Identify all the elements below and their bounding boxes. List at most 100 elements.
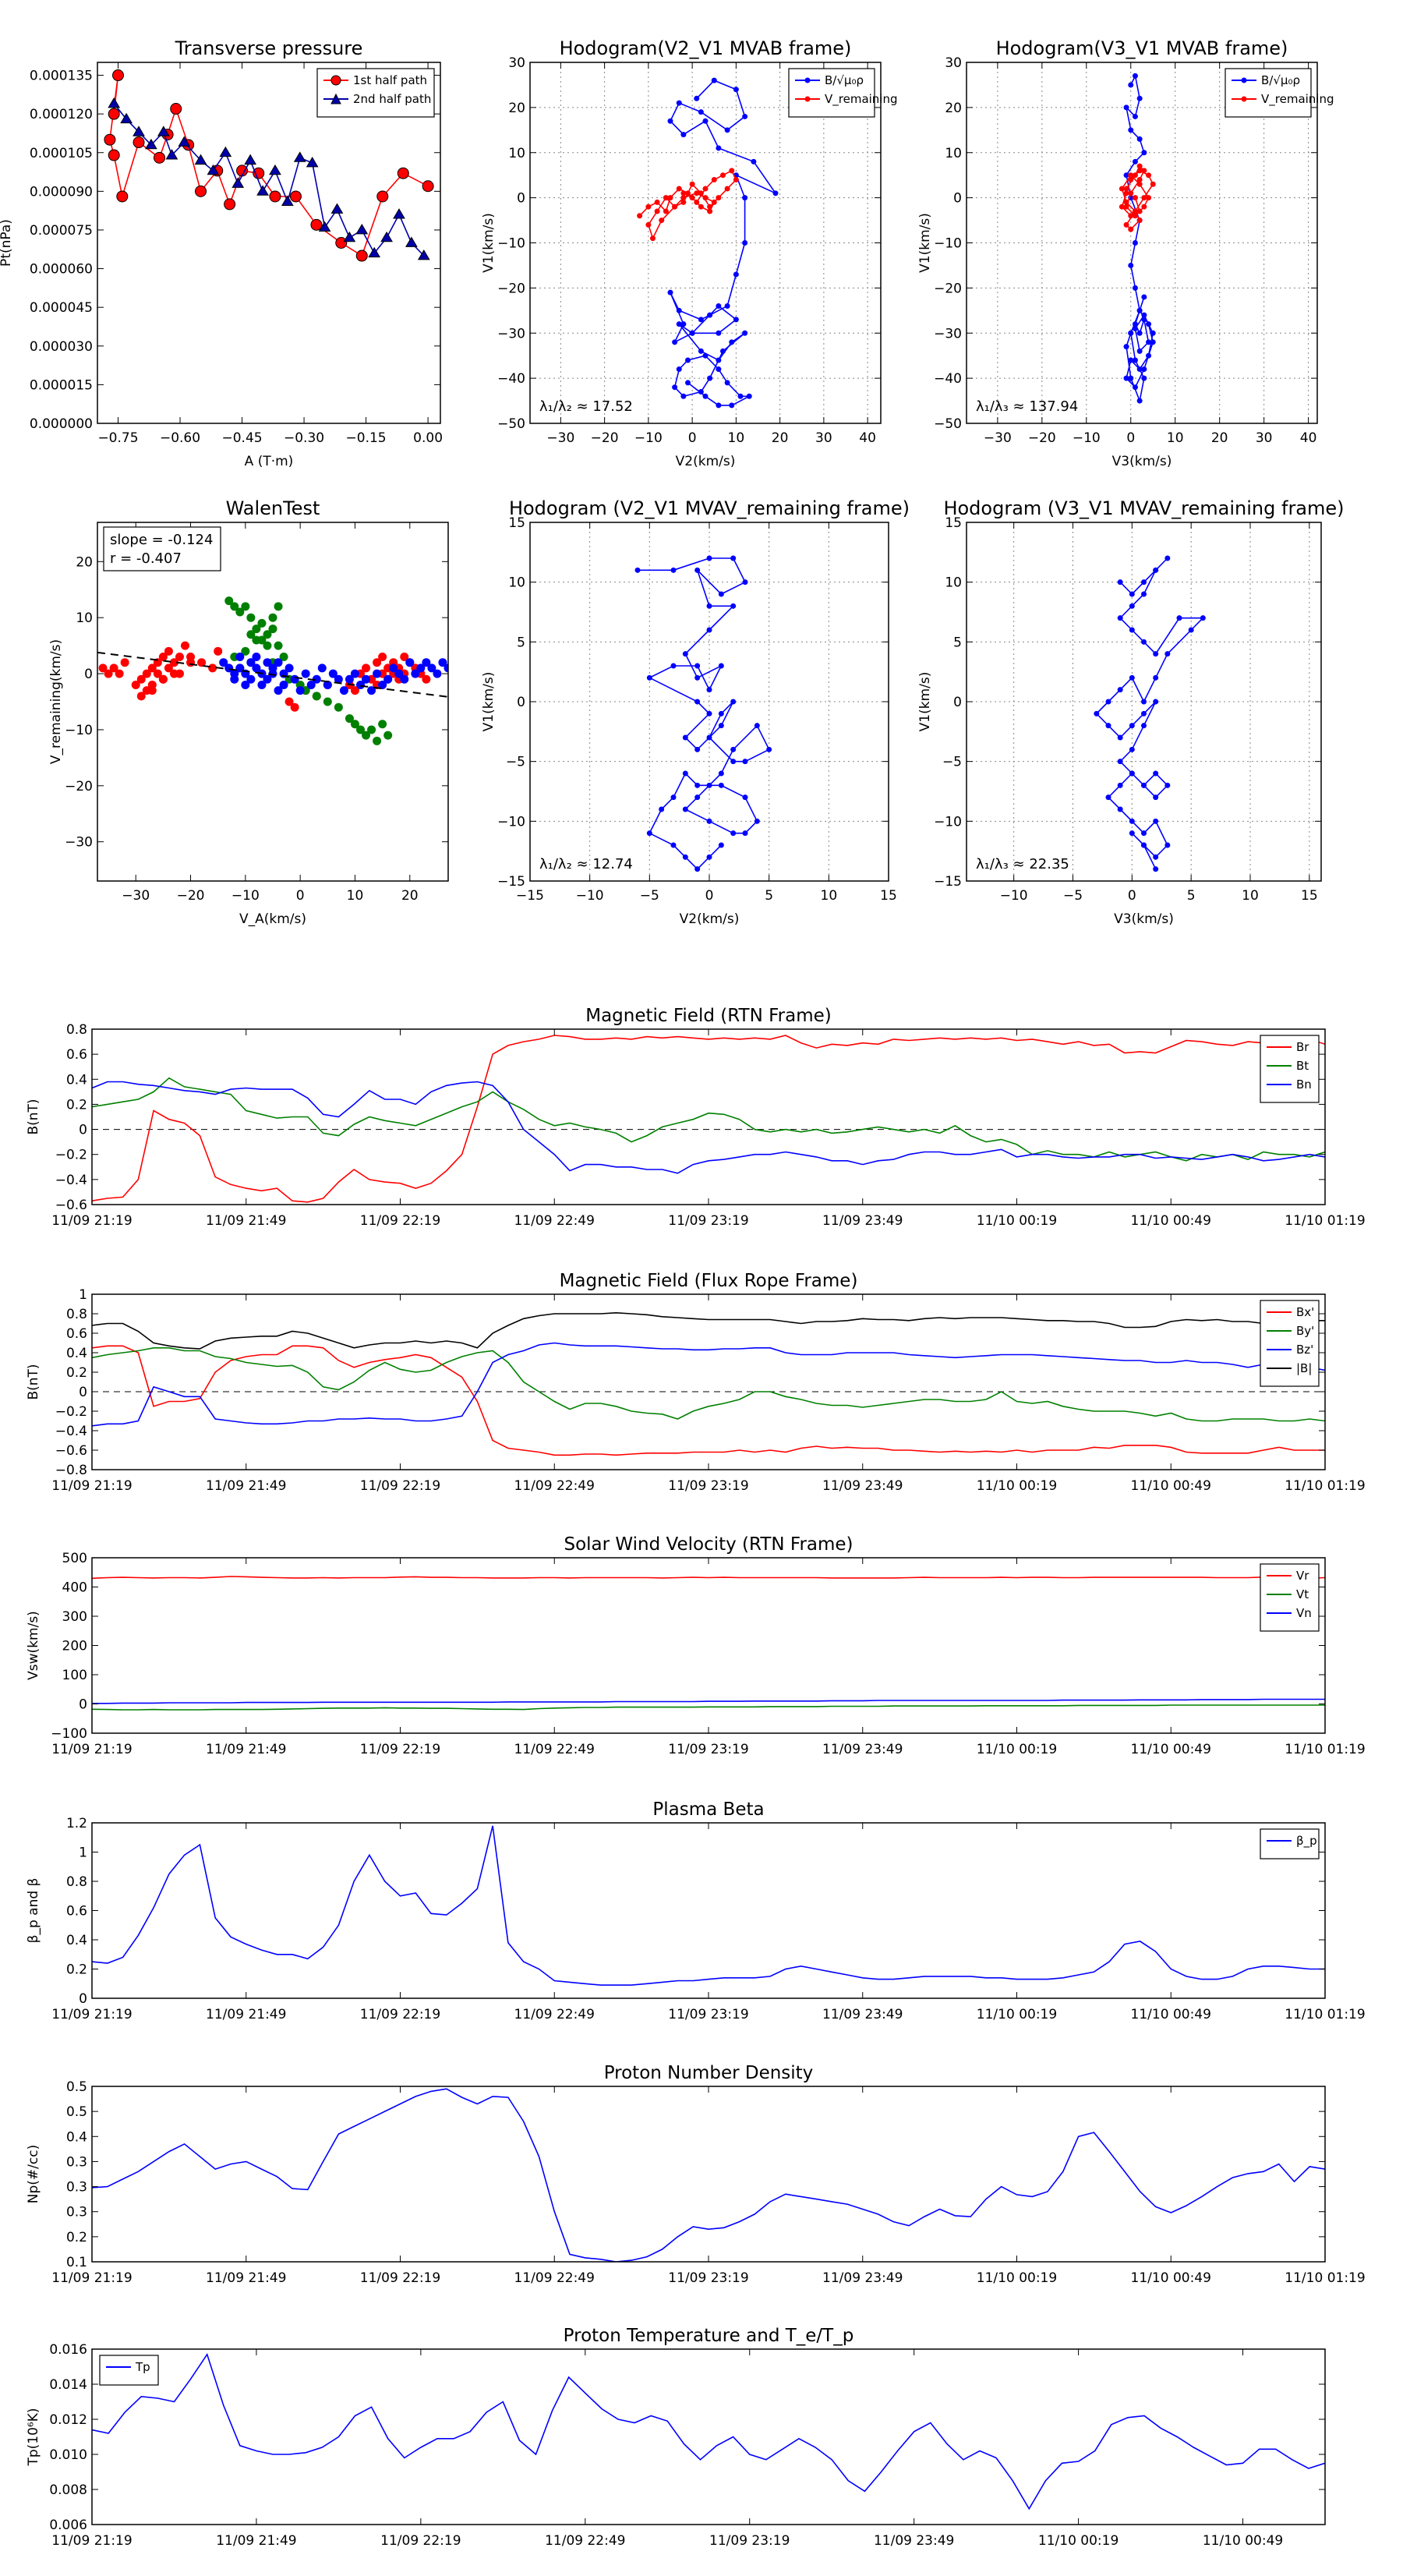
- walen-test-point: [422, 674, 431, 684]
- x-tick-label: 11/09 21:49: [206, 1478, 286, 1494]
- walen-test-point: [246, 613, 256, 622]
- chart-title: Hodogram(V2_V1 MVAB frame): [560, 37, 852, 59]
- hodogram-v2v1-rem-point: [730, 555, 737, 561]
- proton-temperature-chart: Proton Temperature and T_e/T_p 0.006 0.008…: [26, 2326, 1326, 2549]
- hodogram-v2v1-b-line: [670, 80, 778, 406]
- walen-test-point: [120, 658, 129, 667]
- x-tick-label: 15: [1301, 888, 1318, 904]
- hodogram-v2v1-point: [654, 208, 660, 214]
- hodogram-v2v1-point: [689, 181, 695, 187]
- hodogram-v3v1-point: [1136, 366, 1143, 373]
- x-tick-label: 11/09 21:19: [51, 2007, 132, 2022]
- hodogram-v3v1-rem-point: [1129, 723, 1135, 729]
- y-tick-label: 0.8: [66, 1874, 87, 1890]
- x-tick-label: 11/10 00:19: [977, 1742, 1057, 1757]
- hodogram-v2v1-rem-point: [694, 699, 701, 705]
- hodogram-v2v1-point: [676, 321, 682, 327]
- y-axis-label: Vsw(km/s): [26, 1611, 41, 1680]
- walen-test-point: [444, 663, 448, 673]
- hodogram-v2v1-point: [694, 190, 700, 196]
- walen-test-point: [422, 658, 431, 667]
- transverse-pressure-point: [256, 185, 269, 196]
- walen-test-point: [241, 680, 250, 689]
- solar-wind-vt-line: [92, 1704, 1325, 1711]
- hodogram-v2v1-point: [729, 339, 735, 345]
- walen-test-point: [164, 646, 173, 656]
- hodogram-v2v1-point: [716, 357, 722, 363]
- x-tick-label: 11/10 01:19: [1285, 2007, 1365, 2022]
- walen-test-point: [246, 630, 256, 639]
- y-tick-label: 0.8: [66, 1307, 87, 1322]
- y-tick-label: −20: [934, 281, 962, 296]
- legend-label: Vt: [1296, 1587, 1309, 1601]
- plot-frame: [91, 1822, 1326, 1999]
- walen-test-point: [246, 658, 256, 667]
- walen-test-point: [274, 602, 283, 611]
- y-tick-label: 0.000135: [30, 69, 93, 84]
- hodogram-v3v1-rem-point: [1153, 567, 1159, 573]
- hodogram-v3v1-point: [1132, 285, 1138, 291]
- hodogram-v3v1-point: [1132, 195, 1138, 201]
- y-tick-label: −10: [497, 814, 525, 830]
- annotation-text: λ₁/λ₂ ≈ 17.52: [539, 398, 633, 415]
- transverse-pressure-point: [244, 154, 257, 165]
- hodogram-v2v1-rem-point: [670, 663, 677, 669]
- y-tick-label: 0.6: [66, 1326, 87, 1342]
- y-tick-label: 0.5: [66, 2079, 87, 2095]
- walen-test-point: [378, 653, 387, 661]
- y-axis-label: B(nT): [26, 1099, 41, 1134]
- hodogram-v2v1-rem-chart: Hodogram (V2_V1 MVAV_remaining frame) −15…: [481, 497, 910, 927]
- mag-fluxrope-by-line: [92, 1347, 1325, 1422]
- hodogram-v3v1-point: [1132, 321, 1138, 327]
- y-tick-label: 10: [508, 575, 525, 591]
- hodogram-v2v1-point: [672, 203, 678, 210]
- x-tick-label: 11/09 21:49: [206, 2270, 286, 2286]
- hodogram-v2v1-point: [680, 195, 687, 201]
- hodogram-v2v1-point: [698, 190, 704, 196]
- hodogram-v3v1-point: [1141, 150, 1147, 156]
- transverse-pressure-point: [281, 195, 294, 206]
- mag-rtn-bn-line: [92, 1081, 1325, 1174]
- hodogram-v3v1-point: [1136, 307, 1143, 313]
- hodogram-v2v1-rem-point: [670, 567, 677, 573]
- x-tick-label: 11/10 00:49: [1131, 1742, 1211, 1757]
- hodogram-v3v1-rem-point: [1141, 782, 1147, 788]
- hodogram-v2v1-point: [716, 303, 722, 310]
- transverse-pressure-point: [112, 69, 125, 82]
- walen-test-point: [219, 658, 228, 667]
- legend-box: [1260, 1828, 1320, 1859]
- hodogram-v2v1-point: [659, 218, 665, 224]
- walen-test-point: [136, 674, 146, 684]
- walen-test-point: [339, 686, 348, 695]
- mag-fluxrope-bx-line: [92, 1345, 1325, 1456]
- transverse-pressure-point: [194, 154, 207, 165]
- hodogram-v3v1-point: [1146, 172, 1152, 179]
- y-tick-label: 1.2: [66, 1816, 87, 1831]
- walen-test-point: [284, 663, 294, 673]
- annotation-text: λ₁/λ₃ ≈ 137.94: [976, 398, 1078, 415]
- y-tick-label: 0.4: [66, 1933, 87, 1948]
- hodogram-v3v1-point: [1132, 325, 1138, 331]
- hodogram-v3v1-point: [1128, 330, 1134, 336]
- x-axis-label: V2(km/s): [680, 911, 740, 927]
- walen-test-point: [405, 658, 415, 667]
- walen-test-point: [367, 686, 376, 695]
- legend-marker: [330, 75, 341, 86]
- hodogram-v2v1-point: [716, 330, 722, 336]
- walen-test-point: [175, 653, 184, 661]
- hodogram-v2v1-point: [667, 289, 673, 295]
- y-tick-label: 500: [62, 1551, 87, 1566]
- hodogram-v3v1-point: [1123, 375, 1129, 381]
- x-tick-label: 40: [1300, 430, 1317, 446]
- hodogram-v2v1-point: [737, 393, 744, 399]
- x-tick-label: 11/09 21:49: [206, 1742, 286, 1757]
- hodogram-v2v1-point: [685, 190, 691, 196]
- hodogram-v3v1-point: [1128, 172, 1134, 179]
- hodogram-v3v1-rem-point: [1117, 806, 1123, 812]
- x-tick-label: 11/09 22:19: [360, 2007, 440, 2022]
- hodogram-v3v1-point: [1146, 352, 1152, 359]
- hodogram-v3v1-point: [1141, 375, 1147, 381]
- hodogram-v2v1-point: [676, 100, 682, 106]
- annotation-text: r = -0.407: [110, 550, 182, 567]
